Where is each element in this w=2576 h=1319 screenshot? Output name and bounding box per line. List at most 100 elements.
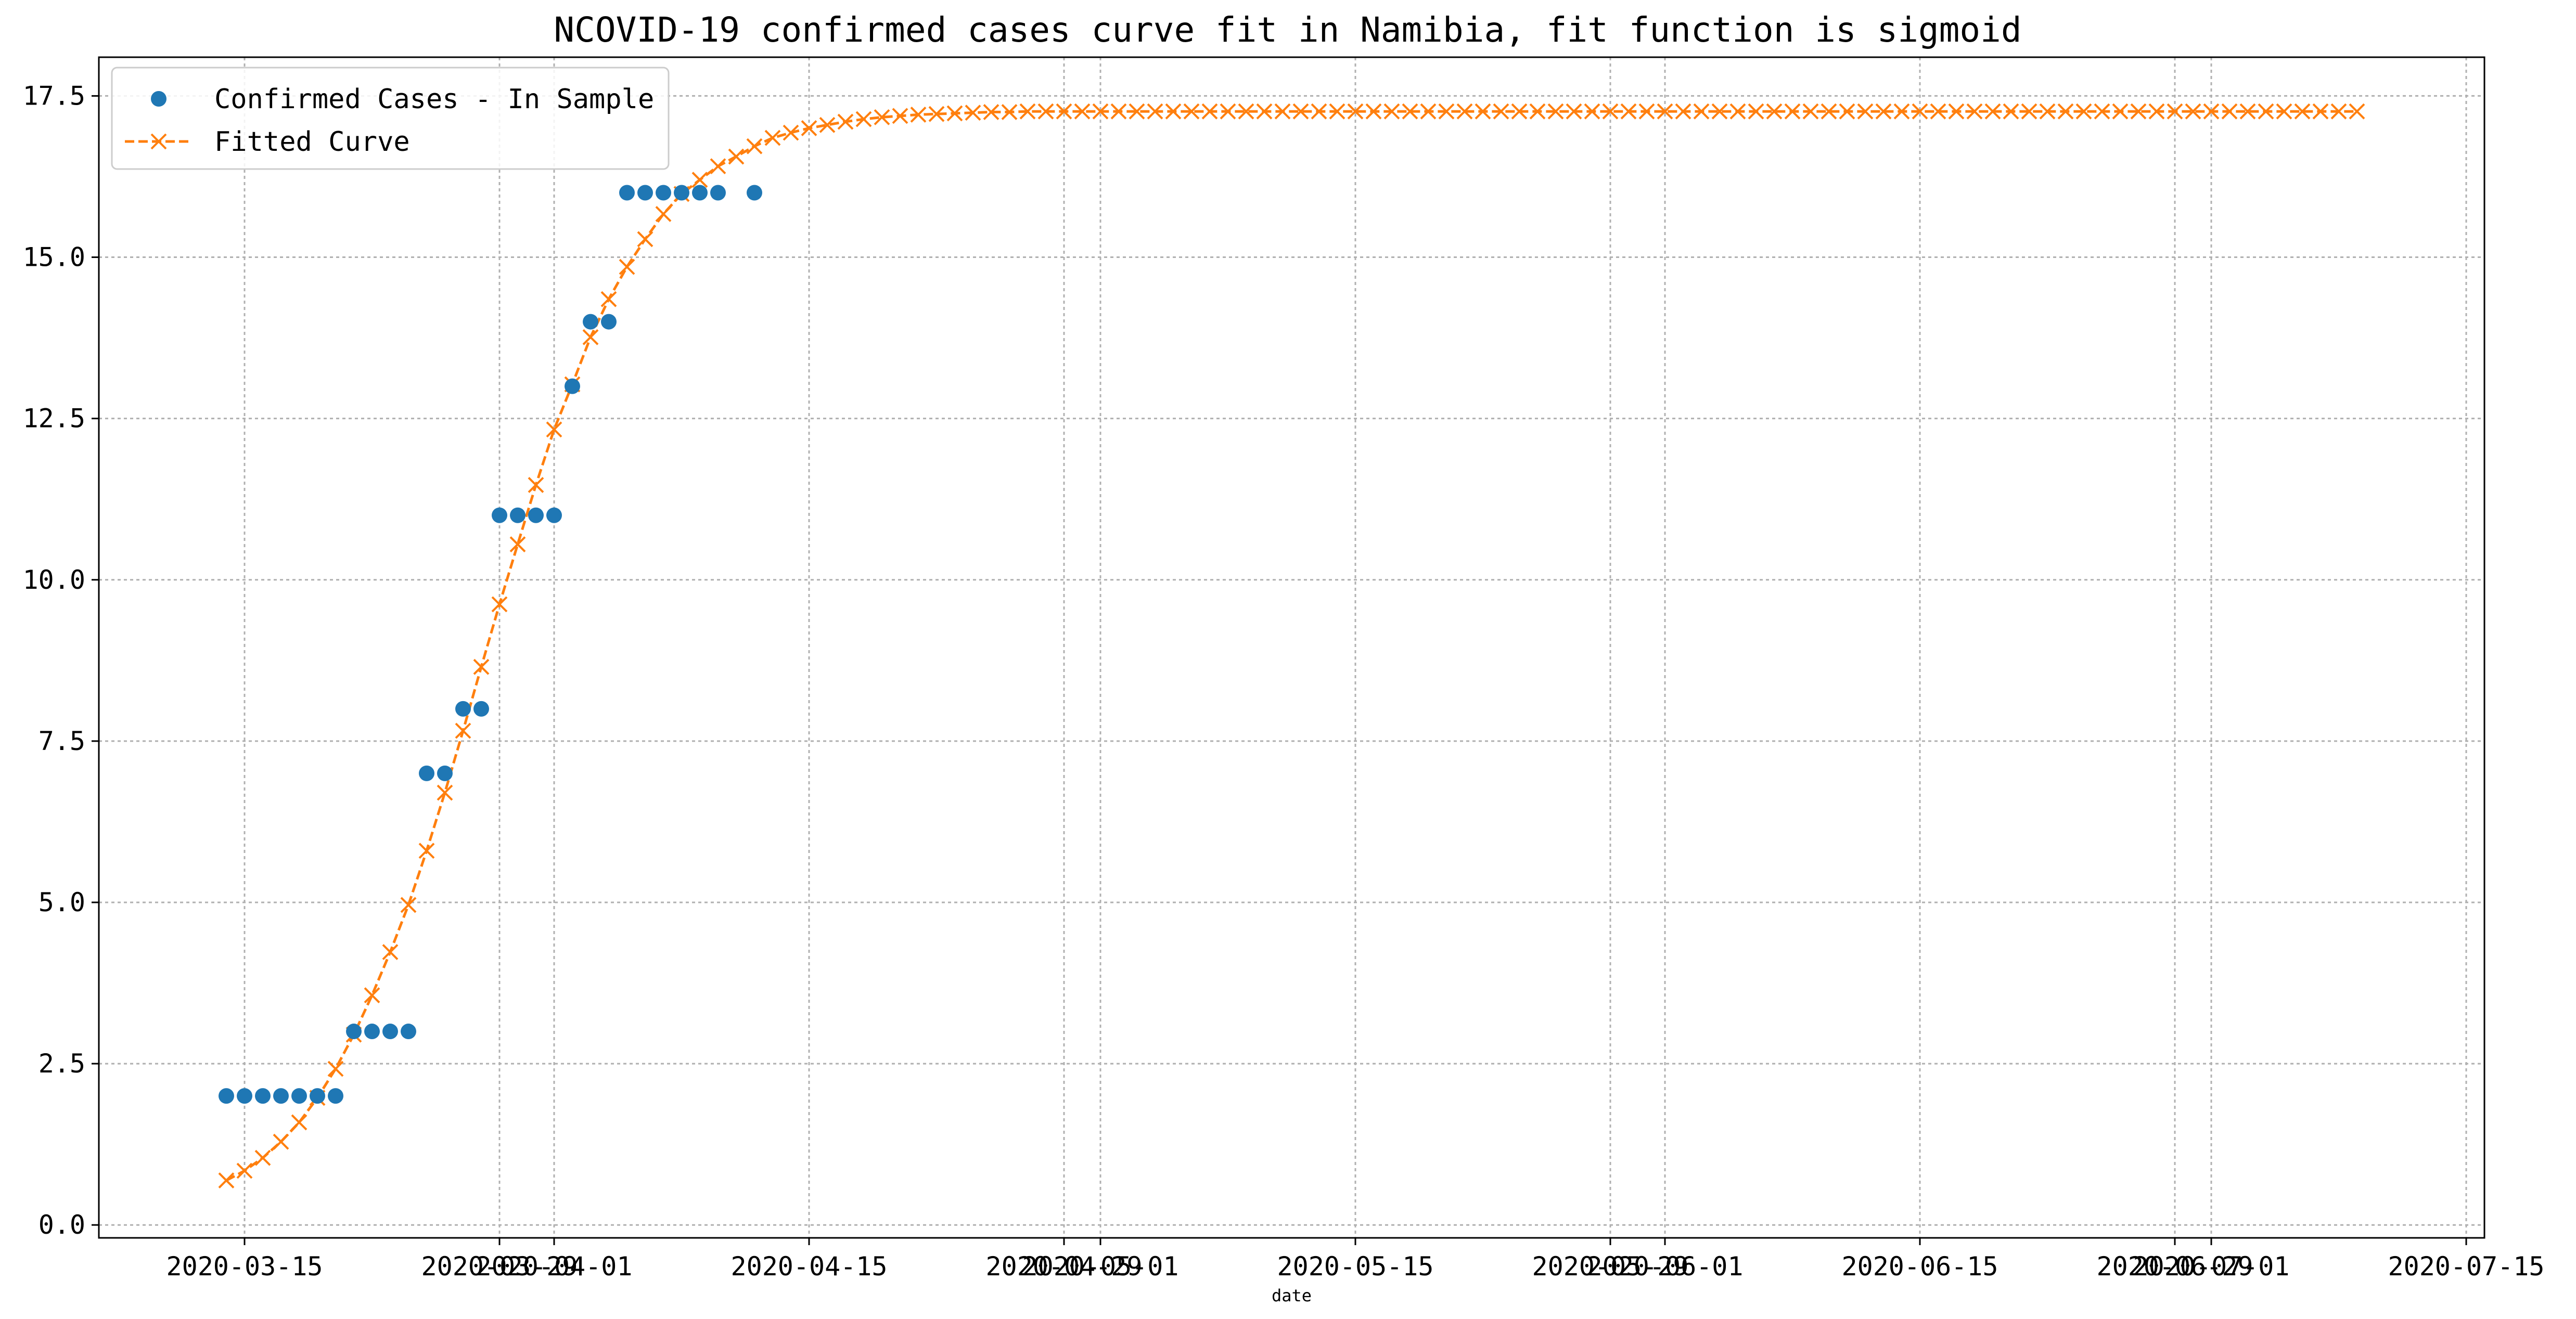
fitted-curve-point (236, 1162, 253, 1179)
fitted-curve-point (728, 148, 745, 165)
fitted-curve-point (2258, 103, 2274, 120)
confirmed-case-point (492, 507, 507, 523)
fitted-curve-point (218, 1172, 235, 1189)
fitted-curve-point (2021, 103, 2037, 120)
confirmed-case-point (510, 507, 526, 523)
fitted-curve-point (1220, 103, 1236, 120)
fitted-curve-point (1129, 103, 1145, 120)
confirmed-case-point (747, 185, 762, 201)
confirmed-case-point (473, 701, 489, 717)
x-tick-label: 2020-06-01 (1586, 1251, 1743, 1282)
fitted-curve-point (1056, 103, 1072, 120)
fitted-curve-point (1930, 103, 1946, 120)
fitted-curve-point (764, 130, 781, 146)
x-tick-label: 2020-03-29 (421, 1251, 578, 1282)
fitted-curve-point (2112, 103, 2129, 120)
fitted-curve-point (2057, 103, 2074, 120)
legend: Confirmed Cases - In Sample Fitted Curve (111, 67, 670, 170)
fitted-curve-point (600, 291, 617, 307)
fitted-curve-point (1256, 103, 1273, 120)
fitted-curve-point (892, 108, 908, 124)
fitted-curve-point (1784, 103, 1801, 120)
fitted-curve-point (837, 113, 854, 130)
confirmed-case-point (437, 765, 453, 781)
confirmed-case-point (546, 507, 562, 523)
fitted-curve-point (1584, 103, 1600, 120)
fitted-curve-point (2003, 103, 2019, 120)
y-tick-label: 7.5 (39, 726, 85, 756)
fitted-curve-point (2239, 103, 2256, 120)
legend-box (111, 67, 670, 170)
fitted-curve-point (2312, 103, 2329, 120)
fitted-curve-point (1092, 103, 1109, 120)
fitted-curve-point (1984, 103, 2001, 120)
fitted-curve-point (1402, 103, 1418, 120)
fitted-curve-point (1875, 103, 1892, 120)
confirmed-case-point (619, 185, 635, 201)
confirmed-case-point (382, 1024, 398, 1040)
confirmed-case-point (565, 378, 580, 394)
fitted-curve-point (364, 987, 380, 1004)
fitted-curve-point (2075, 103, 2092, 120)
y-tick-label: 5.0 (39, 887, 85, 917)
fitted-curve-point (273, 1133, 289, 1150)
fitted-curve-point (2349, 103, 2365, 120)
x-tick-label: 2020-05-29 (1532, 1251, 1688, 1282)
fitted-curve-point (1037, 103, 1054, 120)
legend-label-confirmed: Confirmed Cases - In Sample (214, 84, 654, 115)
x-tick-label: 2020-06-15 (1841, 1251, 1998, 1282)
x-axis-label: date (1272, 1286, 1312, 1305)
fitted-curve-point (418, 843, 435, 859)
confirmed-case-point (273, 1088, 289, 1104)
fitted-curve-point (1347, 103, 1364, 120)
x-tick-label: 2020-04-15 (730, 1251, 887, 1282)
confirmed-case-point (656, 185, 671, 201)
fitted-curve-point (509, 536, 526, 552)
fitted-curve-point (400, 897, 417, 913)
confirmed-case-point (601, 314, 617, 330)
fitted-curve-point (801, 120, 817, 136)
fitted-curve-point (1912, 103, 1928, 120)
confirmed-case-point (528, 507, 544, 523)
fitted-curve-point (1019, 103, 1036, 120)
confirmed-case-point (364, 1024, 380, 1040)
confirmed-case-point (310, 1088, 325, 1104)
fitted-curve-point (1147, 103, 1163, 120)
fitted-curve-point (1547, 103, 1564, 120)
fitted-curve-point (1420, 103, 1437, 120)
fitted-curve-point (1201, 103, 1218, 120)
fitted-curve-point (819, 117, 836, 133)
fitted-curve-point (1566, 103, 1582, 120)
fitted-curve-point (1748, 103, 1764, 120)
fitted-curve-point (855, 111, 872, 127)
confirmed-case-point (674, 185, 689, 201)
y-tick-label: 2.5 (39, 1049, 85, 1079)
fitted-curve-point (2294, 103, 2311, 120)
y-tick-label: 10.0 (23, 565, 85, 595)
y-tick-label: 15.0 (23, 242, 85, 273)
fitted-curve-point (1183, 103, 1200, 120)
x-tick-label: 2020-07-15 (2388, 1251, 2544, 1282)
fitted-curve-point (874, 109, 890, 125)
fitted-curve-point (473, 658, 490, 675)
fitted-curve-point (655, 206, 672, 222)
confirmed-case-point (710, 185, 726, 201)
fitted-curve-point (1165, 103, 1182, 120)
x-tick-label: 2020-04-01 (476, 1251, 632, 1282)
plot-area (218, 103, 2365, 1189)
fitted-curve-point (1893, 103, 1910, 120)
fitted-curve-point (491, 596, 508, 613)
confirmed-case-point (291, 1088, 307, 1104)
fitted-curve-point (2330, 103, 2347, 120)
fitted-curve-point (2203, 103, 2220, 120)
fitted-curve-point (1657, 103, 1673, 120)
fitted-curve-point (528, 476, 544, 493)
fitted-curve-point (455, 722, 471, 739)
fitted-curve-point (1638, 103, 1655, 120)
fitted-curve-point (1238, 103, 1254, 120)
fitted-curve-point (691, 172, 708, 188)
fitted-curve-point (1711, 103, 1728, 120)
fitted-curve-point (1620, 103, 1637, 120)
y-tick-label: 0.0 (39, 1210, 85, 1240)
